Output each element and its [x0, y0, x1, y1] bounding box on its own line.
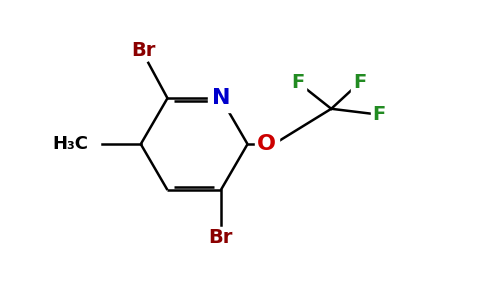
Text: N: N [212, 88, 230, 108]
Text: Br: Br [131, 41, 156, 60]
Text: F: F [291, 73, 304, 92]
Text: F: F [353, 73, 366, 92]
Text: O: O [257, 134, 276, 154]
Text: F: F [373, 105, 386, 124]
Text: H₃C: H₃C [52, 135, 88, 153]
Text: Br: Br [209, 228, 233, 247]
